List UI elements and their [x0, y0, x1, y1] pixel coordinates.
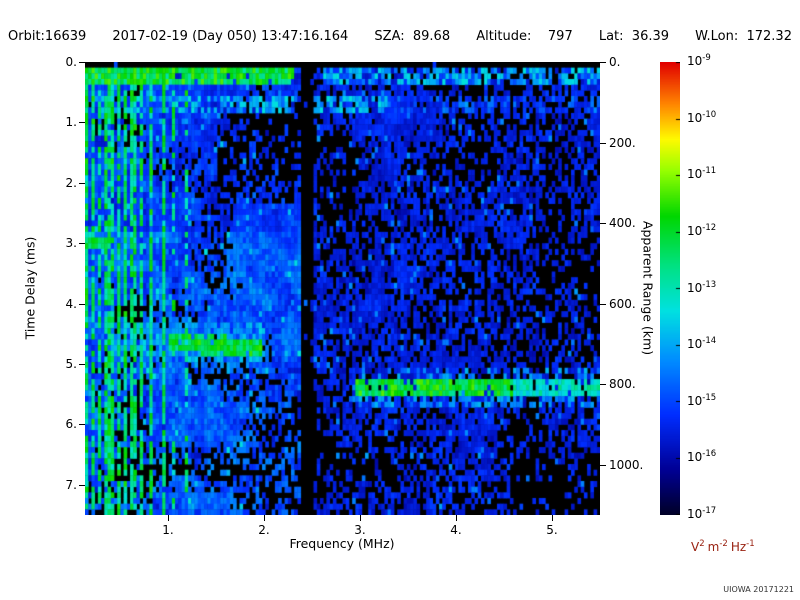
x-axis-tick — [456, 515, 457, 521]
right-axis-tick — [600, 62, 606, 63]
x-axis-title: Frequency (MHz) — [289, 536, 395, 551]
altitude-value: Altitude: 797 — [476, 29, 573, 44]
x-axis-tick-label: 4. — [450, 523, 462, 537]
header-info: Orbit:16639 2017-02-19 (Day 050) 13:47:1… — [8, 29, 792, 44]
spectrogram-canvas — [85, 62, 600, 515]
left-axis-tick-label: 5. — [65, 357, 77, 371]
colorbar-tick-label: 10-12 — [687, 222, 717, 238]
right-axis-tick-label: 400. — [609, 216, 636, 231]
right-axis-tick — [600, 303, 606, 305]
x-axis-tick-label: 3. — [354, 523, 366, 537]
right-axis-tick-label: 0. — [609, 55, 621, 69]
left-axis-tick — [79, 364, 85, 365]
left-axis-tick-label: 6. — [65, 417, 77, 432]
x-axis-tick — [552, 515, 553, 521]
x-axis-tick — [168, 515, 169, 521]
right-axis-tick — [600, 142, 606, 144]
right-axis-tick — [600, 384, 606, 386]
right-axis-tick-label: 800. — [609, 377, 636, 392]
colorbar-tick-label: 10-10 — [687, 109, 717, 125]
right-axis-title: Apparent Range (km) — [640, 220, 656, 356]
colorbar-tick-label: 10-14 — [687, 336, 717, 352]
left-axis-title: Time Delay (ms) — [22, 236, 38, 340]
latitude-value: Lat: 36.39 — [598, 29, 670, 44]
colorbar-tick-label: 10-13 — [687, 279, 717, 295]
right-axis-tick-label: 1000. — [609, 457, 644, 472]
left-axis-tick — [79, 484, 85, 486]
west-longitude-value: W.Lon: 172.32 — [695, 29, 792, 44]
x-axis-tick — [264, 515, 265, 521]
left-axis-tick-label: 2. — [65, 175, 77, 190]
datetime-value: 2017-02-19 (Day 050) 13:47:16.164 — [112, 29, 349, 44]
colorbar-tick-label: 10-11 — [687, 166, 717, 182]
right-axis-tick — [600, 464, 606, 466]
credit-text: UIOWA 20171221 — [723, 585, 794, 594]
left-axis-tick-label: 4. — [65, 296, 77, 311]
right-axis-tick — [600, 223, 606, 225]
colorbar-tick-label: 10-17 — [687, 506, 717, 521]
left-axis-tick — [79, 303, 85, 305]
x-axis-tick-label: 5. — [546, 523, 558, 537]
x-axis-tick-label: 2. — [258, 523, 270, 537]
left-axis-tick — [79, 243, 85, 245]
x-axis-tick-label: 1. — [162, 523, 174, 537]
left-axis-tick-label: 7. — [65, 477, 77, 492]
colorbar-tick-label: 10-15 — [687, 392, 717, 408]
left-axis-tick-label: 1. — [65, 115, 77, 130]
colorbar-tick-label: 10-16 — [687, 449, 717, 465]
left-axis-tick — [79, 62, 85, 63]
colorbar-units-label: V2 m-2 Hz-1 — [691, 539, 755, 554]
x-axis-tick — [360, 515, 361, 521]
left-axis-tick-label: 3. — [65, 236, 77, 251]
colorbar — [660, 62, 680, 515]
left-axis-tick — [79, 424, 85, 426]
left-axis-tick — [79, 182, 85, 184]
left-axis-tick-label: 0. — [65, 55, 77, 69]
sza-value: SZA: 89.68 — [374, 29, 451, 44]
orbit-value: Orbit:16639 — [8, 29, 87, 44]
left-axis-tick — [79, 122, 85, 124]
colorbar-tick-label: 10-9 — [687, 53, 711, 68]
right-axis-tick-label: 200. — [609, 135, 636, 150]
right-axis-tick-label: 600. — [609, 296, 636, 311]
